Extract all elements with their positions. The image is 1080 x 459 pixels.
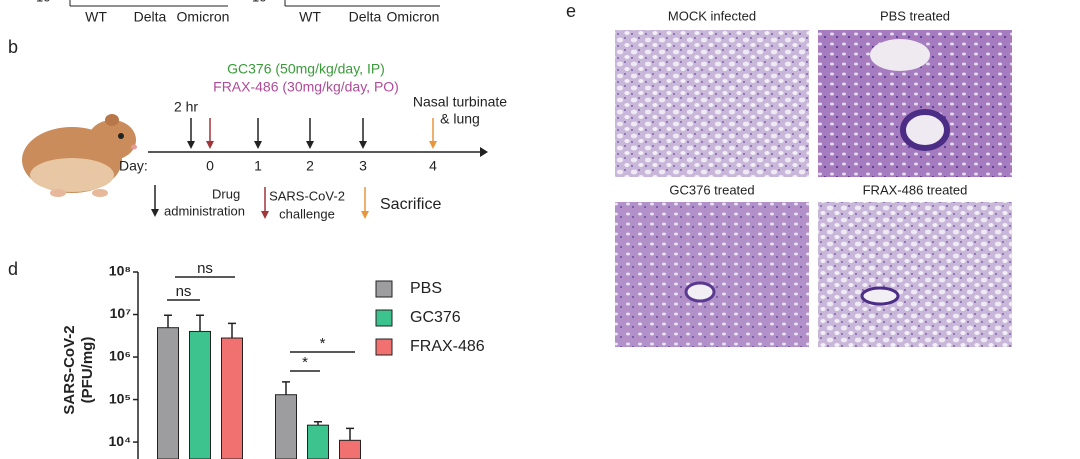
group-label: WT (85, 9, 107, 25)
y-tick-label: 10⁸ (109, 263, 131, 279)
hamster-icon (22, 114, 137, 197)
arrow-head (206, 141, 214, 149)
image-title: MOCK infected (668, 8, 756, 23)
legend-text: Drug (212, 186, 240, 201)
panel-label: b (8, 37, 18, 57)
panel-b: b GC376 (50mg/kg/day, IP) FRAX-486 (30mg… (8, 37, 507, 222)
arrow-head (254, 141, 262, 149)
y-tick-label: 10⁵ (109, 390, 131, 406)
legend-label: FRAX-486 (410, 338, 485, 355)
day-label: 2 (306, 158, 314, 174)
panel-label: d (8, 259, 18, 279)
group-label: WT (299, 9, 321, 25)
cut-label: 10 (36, 0, 50, 4)
drug-regimen: FRAX-486 (30mg/kg/day, PO) (213, 79, 399, 95)
image-title: FRAX-486 treated (863, 182, 968, 197)
legend-text: administration (164, 203, 245, 218)
error-bar (282, 381, 290, 395)
bar (157, 327, 179, 459)
day-label: 3 (359, 158, 367, 174)
bar (339, 439, 361, 459)
significance-label: * (320, 335, 326, 352)
histology-image (818, 202, 1012, 347)
error-bar (164, 314, 172, 328)
drug-regimen: GC376 (50mg/kg/day, IP) (227, 61, 385, 77)
panel-e: e MOCK infected PBS treated GC376 treate… (566, 1, 1012, 347)
endpoint: & lung (440, 111, 480, 127)
legend-text: Sacrifice (380, 196, 441, 213)
time-note: 2 hr (174, 99, 198, 115)
group-label: Omicron (177, 9, 230, 25)
histology-image (615, 202, 809, 347)
error-bar (346, 427, 354, 441)
cut-label: 10 (252, 0, 266, 4)
endpoint: Nasal turbinate (413, 94, 507, 110)
error-bar (228, 322, 236, 339)
legend-label: PBS (410, 280, 442, 297)
y-axis-label: SARS-CoV-2 (61, 325, 78, 414)
y-tick-label: 10⁶ (109, 348, 131, 364)
legend-swatch (375, 338, 393, 356)
y-axis-label: (PFU/mg) (79, 337, 96, 404)
group-label: Delta (134, 9, 167, 25)
axis-label: Day: (119, 158, 148, 174)
image-title: GC376 treated (669, 182, 754, 197)
error-bar (196, 314, 204, 332)
arrow-head (359, 141, 367, 149)
day-label: 1 (254, 158, 262, 174)
histology-image (615, 30, 809, 177)
panel-d: d SARS-CoV-2 (PFU/mg) 10⁸ 10⁷ 10⁶ 10⁵ 10⁴ PBS… (8, 259, 485, 459)
legend-text: challenge (279, 206, 335, 221)
day-label: 4 (429, 158, 437, 174)
bar (307, 424, 329, 459)
bar (275, 394, 297, 459)
top-crop: 10 10 WT Delta Omicron WT Delta Omicron (36, 0, 440, 25)
legend-text: SARS-CoV-2 (269, 188, 345, 203)
legend-swatch (375, 280, 393, 298)
y-tick-label: 10⁴ (109, 433, 132, 449)
day-label: 0 (206, 158, 214, 174)
bar (221, 337, 243, 459)
panel-label: e (566, 1, 576, 21)
group-label: Delta (349, 9, 382, 25)
legend-swatch (375, 309, 393, 327)
timeline-legend: Drug administration SARS-CoV-2 challenge… (151, 185, 441, 221)
arrow-head (306, 141, 314, 149)
arrow-head (187, 141, 195, 149)
bar (189, 330, 211, 459)
significance-label: * (302, 354, 308, 371)
error-bar (314, 421, 322, 426)
significance-label: ns (197, 260, 213, 277)
significance-label: ns (176, 283, 192, 300)
group-label: Omicron (387, 9, 440, 25)
arrow-head (429, 141, 437, 149)
image-title: PBS treated (880, 8, 950, 23)
legend-label: GC376 (410, 309, 461, 326)
y-tick-label: 10⁷ (110, 305, 132, 321)
